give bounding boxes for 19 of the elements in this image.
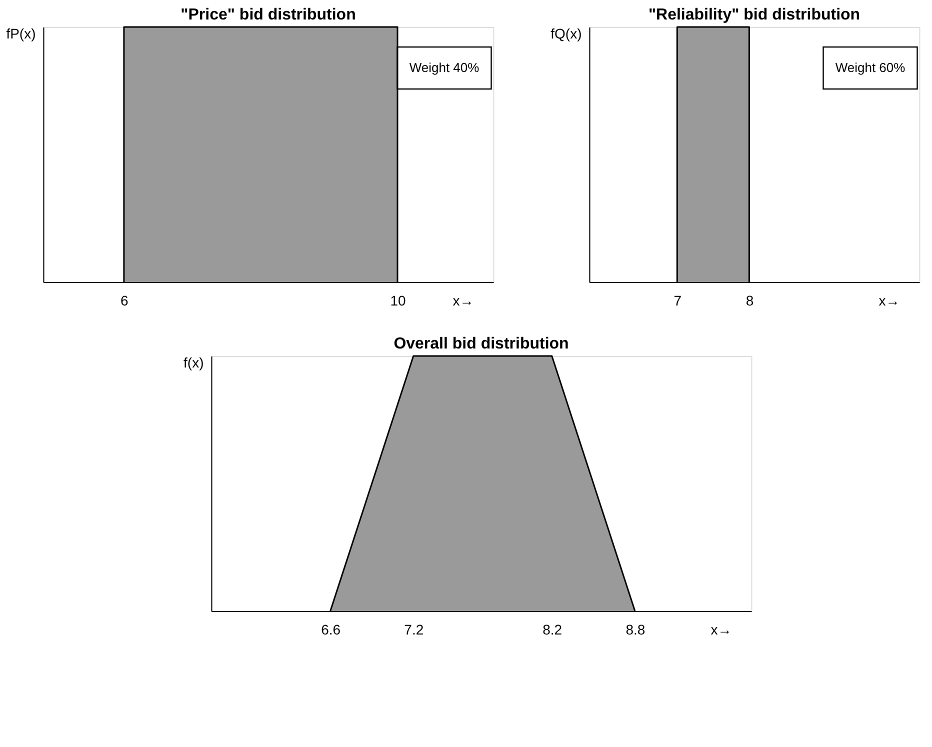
annotation: Weight 60% [835, 60, 906, 75]
annotation: Weight 40% [409, 60, 480, 75]
x-tick-label: 8 [746, 292, 754, 308]
chart-title: "Reliability" bid distribution [648, 6, 860, 24]
x-axis-title: x→ [452, 292, 474, 308]
x-tick-label: 7 [674, 292, 682, 308]
chart-title: Overall bid distribution [394, 335, 569, 352]
x-tick-label: 8.2 [542, 622, 562, 638]
y-axis-title: fQ(x) [550, 26, 582, 42]
x-axis-title: x→ [878, 292, 900, 308]
x-tick-label: 10 [390, 292, 406, 308]
x-tick-label: 6 [120, 292, 129, 308]
x-tick-label: 6.6 [321, 622, 341, 638]
x-tick-label: 8.8 [626, 622, 646, 638]
chart-title: "Price" bid distribution [180, 6, 356, 24]
x-axis-title: x→ [710, 622, 732, 638]
x-tick-label: 7.2 [404, 622, 424, 638]
y-axis-title: fP(x) [6, 26, 36, 42]
y-axis-title: f(x) [184, 354, 204, 370]
